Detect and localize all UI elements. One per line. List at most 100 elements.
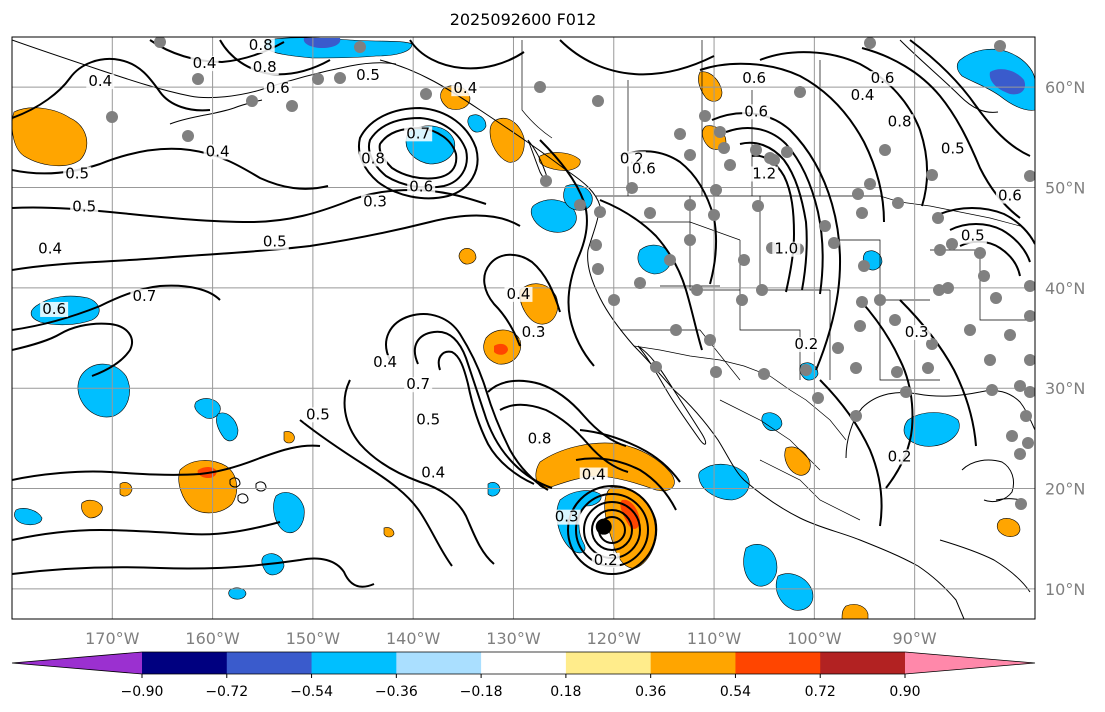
- station-dot: [608, 294, 620, 306]
- latitude-tick-label: 60°N: [1045, 78, 1085, 97]
- contour-label: 0.2: [594, 551, 618, 569]
- positive-anomaly-area: [841, 604, 869, 619]
- station-dot: [864, 178, 876, 190]
- contour-label: 0.4: [373, 353, 397, 371]
- contour-label-background: [359, 151, 388, 167]
- map-gridlines: [12, 37, 1035, 619]
- coastline-hawaii-islands: [229, 477, 267, 504]
- station-dot: [592, 95, 604, 107]
- station-dot: [781, 146, 793, 158]
- contour-label: 0.4: [206, 142, 230, 160]
- station-dot: [990, 292, 1002, 304]
- station-dot: [819, 220, 831, 232]
- contour-ring: [567, 485, 657, 575]
- station-dot: [984, 354, 996, 366]
- station-dot: [106, 111, 118, 123]
- contour-label: 0.6: [42, 300, 66, 318]
- negative-anomaly-area: [637, 244, 672, 275]
- colorbar-tick-label: 0.18: [550, 684, 581, 700]
- contour-label-background: [63, 166, 92, 182]
- station-dot: [922, 362, 934, 374]
- colorbar-tick-label: 0.36: [635, 684, 666, 700]
- contour-line: [12, 284, 221, 331]
- coastline-alaska: [12, 39, 397, 99]
- contour-label-background: [190, 56, 219, 72]
- colorbar-tick-label: 0.90: [889, 684, 920, 700]
- contour-line: [12, 444, 321, 481]
- station-dot: [926, 338, 938, 350]
- station-dot: [738, 254, 750, 266]
- colorbar-segment: [481, 652, 567, 674]
- contour-line: [483, 253, 561, 347]
- positive-anomaly-area: [81, 499, 103, 519]
- colorbar-tick-label: −0.90: [121, 684, 164, 700]
- contour-label-background: [740, 71, 769, 87]
- contour-label-background: [404, 126, 433, 142]
- contour-line: [939, 207, 1035, 245]
- station-dot: [590, 239, 602, 251]
- station-dot: [812, 392, 824, 404]
- station-dot: [856, 296, 868, 308]
- contour-label-background: [848, 88, 877, 104]
- contour-label-background: [404, 377, 433, 393]
- observation-stations: [106, 37, 1035, 510]
- station-dot: [1022, 437, 1034, 449]
- contour-line: [559, 39, 715, 76]
- positive-anomaly-area: [494, 343, 508, 355]
- station-dot: [926, 169, 938, 181]
- contour-label-background: [407, 179, 436, 195]
- contour-label: 0.6: [409, 178, 433, 196]
- colorbar-extend-min: [12, 652, 142, 674]
- contour-label: 0.5: [416, 410, 440, 428]
- map-panel: 0.4 0.4 0.8 0.8 0.6 0.5 0.4 0.7 0.8 0.6 0.3 0.4 0.5 0…: [12, 36, 1035, 619]
- positive-anomaly-area: [383, 527, 395, 538]
- contour-line: [385, 313, 549, 491]
- negative-anomaly-area: [698, 463, 750, 501]
- contour-line: [819, 379, 883, 527]
- station-dot: [986, 384, 998, 396]
- contour-label: 0.4: [421, 464, 445, 482]
- colorbar-segment: [565, 652, 652, 674]
- contour-label: 0.4: [193, 54, 217, 72]
- station-dot: [758, 368, 770, 380]
- longitude-tick-label: 160°W: [185, 629, 240, 648]
- contour-line: [739, 141, 808, 291]
- contour-label: 0.3: [905, 323, 929, 341]
- contour-line: [409, 39, 525, 70]
- contour-label-background: [868, 71, 897, 87]
- contour-line: [413, 330, 553, 489]
- contour-label: 1.2: [752, 164, 776, 182]
- station-dot: [710, 184, 722, 196]
- station-dot: [354, 41, 366, 53]
- colorbar-tick-label: −0.72: [205, 684, 248, 700]
- anomaly-shading: [12, 37, 1035, 619]
- positive-anomaly-area: [12, 107, 88, 167]
- contour-line: [299, 419, 453, 567]
- contour-label-background: [260, 234, 289, 250]
- station-dot: [800, 364, 812, 376]
- colorbar-segment: [311, 652, 397, 674]
- station-dot: [832, 342, 844, 354]
- contour-label-background: [750, 166, 779, 182]
- contour-line: [12, 58, 211, 119]
- contour-label: 1.0: [774, 240, 798, 258]
- station-dot: [718, 142, 730, 154]
- station-dot: [691, 284, 703, 296]
- station-dot: [626, 182, 638, 194]
- contour-label: 0.5: [263, 233, 287, 251]
- positive-anomaly-area: [535, 442, 675, 492]
- contour-label-background: [792, 337, 821, 353]
- contour-label: 0.4: [88, 72, 112, 90]
- contour-label: 0.8: [249, 36, 273, 54]
- positive-anomaly-area: [489, 118, 525, 163]
- station-dot: [1014, 380, 1026, 392]
- contour-label: 0.8: [361, 149, 385, 167]
- negative-anomaly-area: [14, 508, 43, 526]
- contour-label: 0.7: [406, 124, 430, 142]
- station-dot: [1015, 498, 1027, 510]
- colorbar-segment: [650, 652, 736, 674]
- station-dot: [574, 199, 586, 211]
- contour-label-background: [40, 301, 69, 317]
